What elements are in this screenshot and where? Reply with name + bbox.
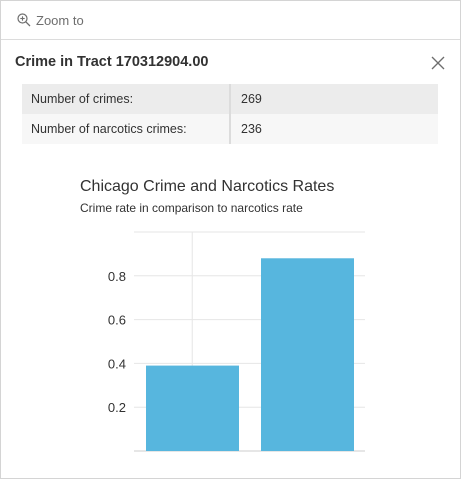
- attribute-value: 269: [230, 84, 438, 114]
- chart-title: Chicago Crime and Narcotics Rates: [80, 178, 335, 195]
- table-row: Number of narcotics crimes: 236: [22, 114, 438, 144]
- zoom-in-icon: [17, 13, 31, 27]
- zoom-to-label: Zoom to: [36, 12, 84, 28]
- table-row: Number of crimes: 269: [22, 84, 438, 114]
- bar: [146, 365, 239, 451]
- close-icon[interactable]: [430, 55, 446, 71]
- action-bar: Zoom to: [1, 1, 460, 40]
- y-tick-label: 0.4: [108, 356, 126, 371]
- attribute-key: Number of crimes:: [22, 84, 231, 114]
- popup-header: Crime in Tract 170312904.00: [1, 40, 460, 86]
- bar: [261, 258, 354, 451]
- popup-title: Crime in Tract 170312904.00: [15, 54, 209, 70]
- y-tick-label: 0.2: [108, 400, 126, 415]
- attribute-table: Number of crimes: 269 Number of narcotic…: [22, 84, 438, 144]
- zoom-to-button[interactable]: Zoom to: [17, 13, 84, 28]
- chart-subtitle: Crime rate in comparison to narcotics ra…: [80, 201, 303, 215]
- y-tick-label: 0.8: [108, 269, 126, 284]
- attribute-key: Number of narcotics crimes:: [22, 114, 231, 144]
- y-tick-label: 0.6: [108, 313, 126, 328]
- attribute-value: 236: [230, 114, 438, 144]
